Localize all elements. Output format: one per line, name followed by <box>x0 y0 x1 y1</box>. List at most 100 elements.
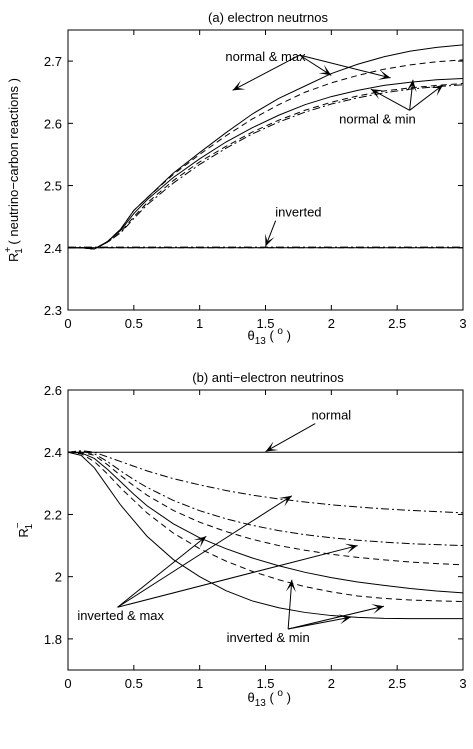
y-tick-label: 2.6 <box>44 116 62 131</box>
x-label-theta: θ <box>248 690 255 705</box>
annotation-arrow-head <box>279 495 292 507</box>
x-label-sup: o <box>277 688 283 699</box>
annotation-arrow-head <box>406 79 417 93</box>
y-tick-label: 2.2 <box>44 507 62 522</box>
series-line-solid <box>68 78 464 250</box>
annotation-arrow-head <box>193 536 207 548</box>
y-tick-label: 2.4 <box>44 445 62 460</box>
x-label-open: ( <box>266 690 278 705</box>
annotation-label: normal & min <box>339 111 416 126</box>
x-tick-label: 1 <box>196 676 203 691</box>
y-label-sup: − <box>13 522 24 528</box>
annotation-arrow-line <box>265 423 316 453</box>
annotation-arrow-line <box>232 54 300 91</box>
plot-frame-a <box>67 29 464 311</box>
y-axis-label-a: R+1 ( neutrino−carbon reactions ) <box>3 78 25 262</box>
annotation-arrow-head <box>265 441 279 452</box>
y-tick-label: 2.3 <box>44 303 62 318</box>
annotation-arrow-line <box>117 545 358 608</box>
x-ticks-a: 0 0.5 1 1.5 2 2.5 3 <box>64 30 467 331</box>
annotation-arrow-head <box>318 64 332 76</box>
annotation-label: normal <box>311 408 351 423</box>
annotation-arrow-head <box>344 543 358 554</box>
annotation-label: inverted & min <box>227 630 310 645</box>
annotation-arrow-head <box>370 89 384 100</box>
series-line-dashdot <box>67 450 464 547</box>
series-line-dashed <box>67 451 464 603</box>
series-line-dashdot <box>67 450 464 514</box>
x-label-close: ) <box>283 328 291 343</box>
chart-title-b: (b) anti−electron neutrinos <box>192 370 344 385</box>
x-tick-label: 0.5 <box>125 316 143 331</box>
series-b <box>67 450 464 620</box>
x-axis-label-a: θ13 ( o ) <box>248 326 291 347</box>
plot-frame-b <box>67 389 464 671</box>
annotation-arrow-line <box>117 535 207 608</box>
x-label-sub: 13 <box>255 698 267 709</box>
y-axis-label-b: R−1 <box>13 522 35 537</box>
annotation-label: inverted & max <box>77 608 164 623</box>
x-tick-label: 0 <box>64 676 71 691</box>
chart-title-a: (a) electron neutrnos <box>208 10 328 25</box>
y-tick-label: 2.5 <box>44 179 62 194</box>
annotation-arrow-head <box>371 604 384 614</box>
x-label-close: ) <box>283 690 291 705</box>
series-line-dashed <box>68 451 464 566</box>
y-ticks-b: 1.8 2 2.2 2.4 2.6 <box>44 383 463 647</box>
x-tick-label: 0 <box>64 316 71 331</box>
series-line-dashed <box>68 83 464 250</box>
x-tick-label: 3 <box>459 316 466 331</box>
series-line-dashdot <box>68 84 464 250</box>
x-tick-label: 0.5 <box>125 676 143 691</box>
y-tick-label: 2.7 <box>44 54 62 69</box>
x-axis-label-b: θ13 ( o ) <box>248 688 291 709</box>
annotation-arrow-line <box>299 54 391 79</box>
x-tick-label: 1.5 <box>256 676 274 691</box>
annotation-arrow-line <box>409 84 444 111</box>
series-line-solid <box>68 44 464 250</box>
annotation-arrow-line <box>288 605 385 630</box>
annotation-arrow-head <box>265 233 275 247</box>
y-label-sub: 1 <box>24 523 35 529</box>
x-tick-label: 2.5 <box>388 676 406 691</box>
y-label-sub: 1 <box>14 248 25 254</box>
x-tick-label: 1 <box>196 316 203 331</box>
y-label-sup: + <box>3 247 14 253</box>
annotation-label: normal & max <box>225 49 306 64</box>
annotation-arrow-head <box>430 84 444 96</box>
annotation-arrow-head <box>338 614 352 625</box>
annotation-arrow-line <box>370 88 410 111</box>
x-tick-label: 3 <box>459 676 466 691</box>
y-tick-label: 2.6 <box>44 383 62 398</box>
annotation-arrow-line <box>299 54 332 76</box>
annotation-arrow-head <box>285 579 296 593</box>
y-label-rest: ( neutrino−carbon reactions ) <box>6 78 21 248</box>
x-ticks-b: 0 0.5 1 1.5 2 2.5 3 <box>64 390 467 691</box>
x-tick-label: 2 <box>328 316 335 331</box>
x-tick-label: 2.5 <box>388 316 406 331</box>
series-a <box>68 44 464 250</box>
annotations-a: normal & max normal & min inverted <box>225 49 444 247</box>
x-label-open: ( <box>266 328 278 343</box>
annotation-arrow-head <box>232 80 246 91</box>
x-label-theta: θ <box>248 328 255 343</box>
series-line-solid <box>67 451 464 594</box>
series-line-solid <box>67 451 463 620</box>
y-tick-label: 1.8 <box>44 632 62 647</box>
y-label-R: R <box>6 253 21 262</box>
x-label-sup: o <box>277 326 283 337</box>
chart-panel-b: (b) anti−electron neutrinos 1.8 2 2.2 2.4 2.… <box>13 370 467 709</box>
x-label-sub: 13 <box>255 336 267 347</box>
annotation-arrow-head <box>377 70 391 80</box>
annotation-label: inverted <box>275 205 321 220</box>
annotation-arrow-line <box>117 495 293 608</box>
y-tick-label: 2 <box>55 570 62 585</box>
x-tick-label: 1.5 <box>256 316 274 331</box>
x-tick-label: 2 <box>328 676 335 691</box>
y-tick-label: 2.4 <box>44 241 62 256</box>
y-ticks-a: 2.3 2.4 2.5 2.6 2.7 <box>44 54 463 318</box>
annotations-b: normal inverted & max inverted & min <box>77 408 385 645</box>
annotation-arrow-line <box>287 579 293 630</box>
